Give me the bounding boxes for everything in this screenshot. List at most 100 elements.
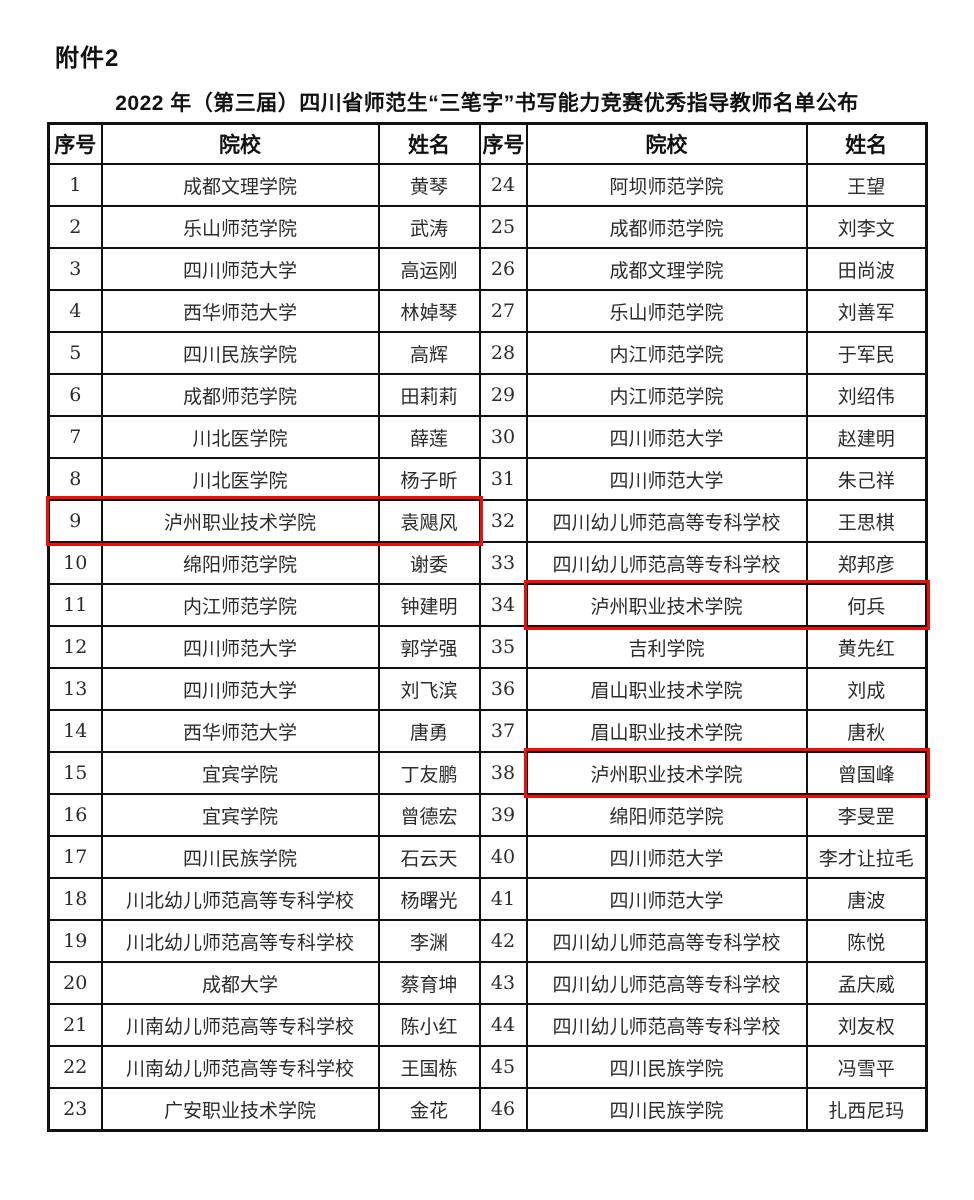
school-cell: 内江师范学院 [100, 583, 380, 627]
row-number-cell: 29 [478, 373, 528, 417]
school-cell: 内江师范学院 [525, 331, 808, 375]
school-cell: 成都文理学院 [525, 247, 808, 291]
teacher-name-cell: 钟建明 [377, 583, 481, 627]
school-cell: 眉山职业技术学院 [525, 709, 808, 753]
row-number-cell: 30 [478, 415, 528, 459]
teacher-name-cell: 扎西尼玛 [805, 1087, 928, 1132]
teacher-name-cell: 陈小红 [377, 1003, 481, 1047]
teacher-name-cell: 唐秋 [805, 709, 928, 753]
school-cell: 眉山职业技术学院 [525, 667, 808, 711]
row-number-cell: 1 [47, 163, 103, 207]
table-row: 2 乐山师范学院 武涛 25 成都师范学院 刘李文 [47, 205, 928, 249]
school-cell: 川北幼儿师范高等专科学校 [100, 919, 380, 963]
table-row: 1 成都文理学院 黄琴 24 阿坝师范学院 王望 [47, 163, 928, 207]
school-cell: 四川民族学院 [100, 331, 380, 375]
teacher-name-cell: 田尚波 [805, 247, 928, 291]
school-cell: 四川幼儿师范高等专科学校 [525, 1003, 808, 1047]
school-cell: 西华师范大学 [100, 289, 380, 333]
school-cell: 成都大学 [100, 961, 380, 1005]
school-cell: 成都师范学院 [525, 205, 808, 249]
row-number-cell: 11 [47, 583, 103, 627]
row-number-cell: 31 [478, 457, 528, 501]
row-number-cell: 32 [478, 499, 528, 543]
school-cell: 四川师范大学 [525, 457, 808, 501]
school-cell: 宜宾学院 [100, 751, 380, 795]
row-number-cell: 9 [47, 499, 103, 543]
table-row: 22 川南幼儿师范高等专科学校 王国栋 45 四川民族学院 冯雪平 [47, 1045, 928, 1089]
school-cell: 四川师范大学 [100, 247, 380, 291]
teacher-name-cell: 刘成 [805, 667, 928, 711]
table-row: 11 内江师范学院 钟建明 34 泸州职业技术学院 何兵 [47, 583, 928, 627]
school-cell: 吉利学院 [525, 625, 808, 669]
school-cell: 四川师范大学 [100, 625, 380, 669]
row-number-cell: 15 [47, 751, 103, 795]
teacher-name-cell: 金花 [377, 1087, 481, 1132]
school-cell: 四川师范大学 [100, 667, 380, 711]
row-number-cell: 40 [478, 835, 528, 879]
school-cell: 乐山师范学院 [100, 205, 380, 249]
school-cell: 乐山师范学院 [525, 289, 808, 333]
header-seq-right: 序号 [478, 122, 528, 165]
header-school-right: 院校 [525, 122, 808, 165]
school-cell: 泸州职业技术学院 [525, 751, 808, 795]
table-row: 4 西华师范大学 林婥琴 27 乐山师范学院 刘善军 [47, 289, 928, 333]
teacher-name-cell: 于军民 [805, 331, 928, 375]
teacher-name-cell: 赵建明 [805, 415, 928, 459]
row-number-cell: 13 [47, 667, 103, 711]
row-number-cell: 35 [478, 625, 528, 669]
row-number-cell: 14 [47, 709, 103, 753]
table-row: 21 川南幼儿师范高等专科学校 陈小红 44 四川幼儿师范高等专科学校 刘友权 [47, 1003, 928, 1047]
row-number-cell: 16 [47, 793, 103, 837]
teacher-name-cell: 蔡育坤 [377, 961, 481, 1005]
header-name-left: 姓名 [377, 122, 481, 165]
teacher-name-cell: 杨子昕 [377, 457, 481, 501]
school-cell: 四川师范大学 [525, 877, 808, 921]
teacher-name-cell: 杨曙光 [377, 877, 481, 921]
table-header-row: 序号 院校 姓名 序号 院校 姓名 [47, 122, 928, 165]
teacher-name-cell: 王望 [805, 163, 928, 207]
row-number-cell: 45 [478, 1045, 528, 1089]
table-row: 19 川北幼儿师范高等专科学校 李渊 42 四川幼儿师范高等专科学校 陈悦 [47, 919, 928, 963]
row-number-cell: 6 [47, 373, 103, 417]
school-cell: 川北医学院 [100, 415, 380, 459]
header-name-right: 姓名 [805, 122, 928, 165]
teacher-name-cell: 王思棋 [805, 499, 928, 543]
school-cell: 四川民族学院 [525, 1045, 808, 1089]
table-row: 15 宜宾学院 丁友鹏 38 泸州职业技术学院 曾国峰 [47, 751, 928, 795]
row-number-cell: 44 [478, 1003, 528, 1047]
teacher-name-cell: 李旻罡 [805, 793, 928, 837]
school-cell: 内江师范学院 [525, 373, 808, 417]
school-cell: 川北医学院 [100, 457, 380, 501]
row-number-cell: 25 [478, 205, 528, 249]
row-number-cell: 12 [47, 625, 103, 669]
teacher-name-cell: 武涛 [377, 205, 481, 249]
school-cell: 泸州职业技术学院 [100, 499, 380, 543]
table-row: 12 四川师范大学 郭学强 35 吉利学院 黄先红 [47, 625, 928, 669]
school-cell: 成都文理学院 [100, 163, 380, 207]
teachers-table: 序号 院校 姓名 序号 院校 姓名 1 成都文理学院 黄琴 24 阿坝师范学院 王望 2 乐山… [47, 122, 928, 1132]
teacher-name-cell: 黄先红 [805, 625, 928, 669]
row-number-cell: 38 [478, 751, 528, 795]
row-number-cell: 10 [47, 541, 103, 585]
school-cell: 四川民族学院 [525, 1087, 808, 1132]
table-row: 14 西华师范大学 唐勇 37 眉山职业技术学院 唐秋 [47, 709, 928, 753]
table-row: 17 四川民族学院 石云天 40 四川师范大学 李才让拉毛 [47, 835, 928, 879]
row-number-cell: 37 [478, 709, 528, 753]
row-number-cell: 19 [47, 919, 103, 963]
table-row: 8 川北医学院 杨子昕 31 四川师范大学 朱己祥 [47, 457, 928, 501]
teacher-name-cell: 李渊 [377, 919, 481, 963]
table-row: 9 泸州职业技术学院 袁飓风 32 四川幼儿师范高等专科学校 王思棋 [47, 499, 928, 543]
row-number-cell: 36 [478, 667, 528, 711]
school-cell: 四川师范大学 [525, 835, 808, 879]
row-number-cell: 28 [478, 331, 528, 375]
row-number-cell: 3 [47, 247, 103, 291]
school-cell: 四川幼儿师范高等专科学校 [525, 499, 808, 543]
teacher-name-cell: 刘善军 [805, 289, 928, 333]
school-cell: 绵阳师范学院 [525, 793, 808, 837]
row-number-cell: 5 [47, 331, 103, 375]
school-cell: 川北幼儿师范高等专科学校 [100, 877, 380, 921]
teacher-name-cell: 朱己祥 [805, 457, 928, 501]
row-number-cell: 4 [47, 289, 103, 333]
teacher-name-cell: 袁飓风 [377, 499, 481, 543]
